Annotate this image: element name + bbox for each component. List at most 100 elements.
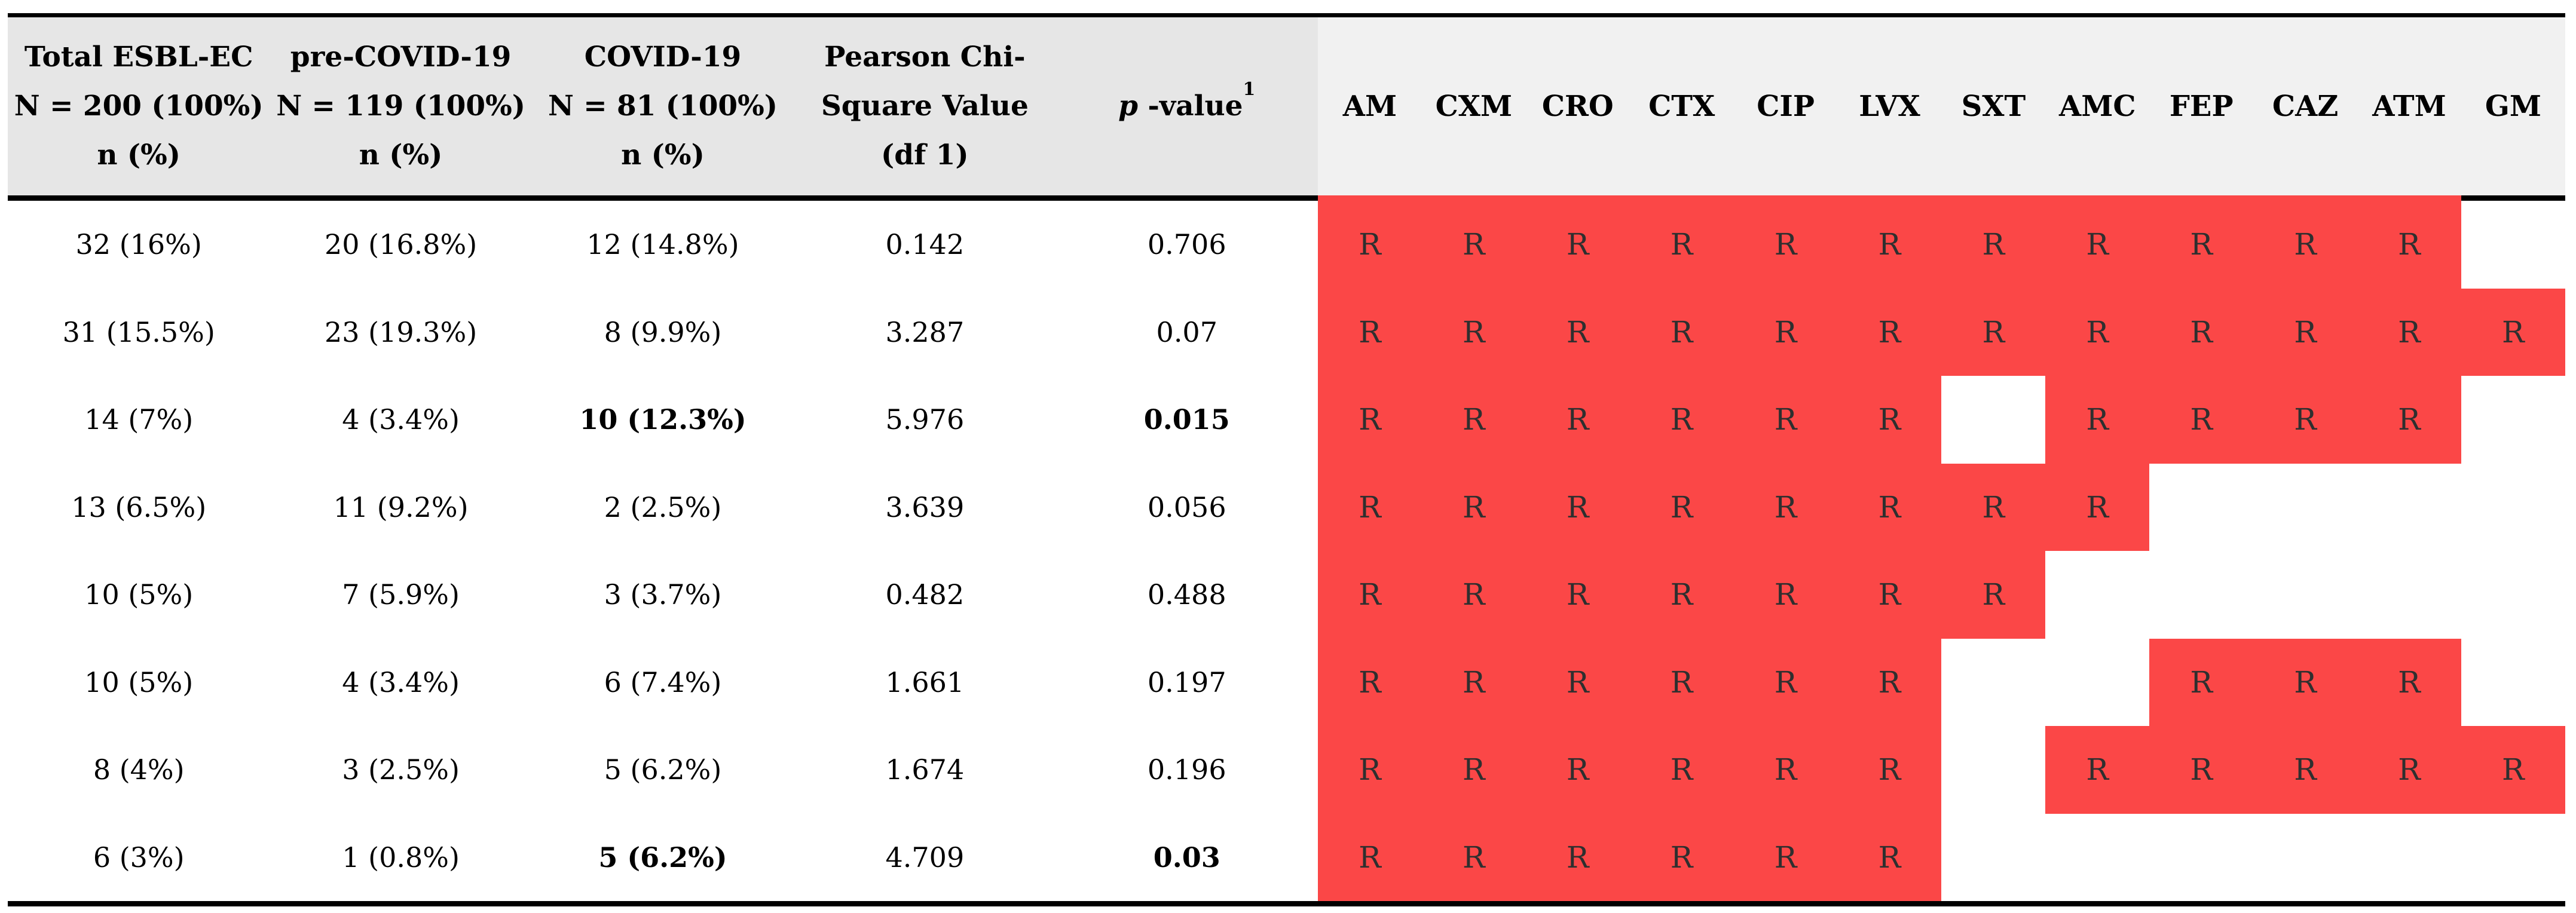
resistance-cell-LVX-resistant: R <box>1837 463 1942 551</box>
resistance-cell-AM-resistant: R <box>1317 376 1422 464</box>
header-line: COVID-19 <box>584 41 742 73</box>
resistance-cell-AM-resistant: R <box>1317 551 1422 639</box>
resistance-cell-GM-resistant: R <box>2461 288 2565 376</box>
table-row-1: 32 (16%) 20 (16.8%) 12 (14.8%) 0.142 0.706 R R… <box>8 201 2565 289</box>
resistance-cell-ATM-resistant: R <box>2357 638 2461 726</box>
resistance-cell-SXT-empty <box>1941 814 2045 902</box>
resistance-cell-AMC-resistant: R <box>2045 201 2150 289</box>
resistance-cell-ATM-resistant: R <box>2357 288 2461 376</box>
resistance-cell-LVX-resistant: R <box>1837 376 1942 464</box>
header-col-covid: COVID-19 N = 81 (100%) n (%) <box>532 17 794 195</box>
resistance-cell-CIP-resistant: R <box>1733 638 1838 726</box>
resistance-cell-ATM-empty <box>2357 464 2461 552</box>
resistance-cell-CAZ-resistant: R <box>2253 288 2358 376</box>
resistance-cell-CAZ-resistant: R <box>2253 726 2358 814</box>
resistance-cell-CIP-resistant: R <box>1733 813 1838 901</box>
header-line: pre-COVID-19 <box>290 41 512 73</box>
resistance-cell-FEP-empty <box>2149 464 2253 552</box>
header-line: Pearson Chi- <box>824 41 1026 73</box>
resistance-cell-CRO-resistant: R <box>1525 376 1630 464</box>
table-row-2: 31 (15.5%) 23 (19.3%) 8 (9.9%) 3.287 0.07 R R R… <box>8 288 2565 376</box>
resistance-cell-FEP-resistant: R <box>2149 638 2254 726</box>
resistance-cell-CTX-resistant: R <box>1629 288 1734 376</box>
resistance-cell-AM-resistant: R <box>1317 463 1422 551</box>
header-abx-CIP: CIP <box>1757 90 1815 123</box>
resistance-cell-AMC-empty <box>2045 814 2149 902</box>
row-5-stat-chi-square: 0.482 <box>885 578 965 611</box>
row-3-stat-pre-covid: 4 (3.4%) <box>342 403 460 436</box>
row-7-stat-covid: 5 (6.2%) <box>604 753 722 786</box>
resistance-cell-AM-resistant: R <box>1317 726 1422 814</box>
resistance-cell-FEP-resistant: R <box>2149 376 2254 464</box>
resistance-cell-LVX-resistant: R <box>1837 201 1942 289</box>
resistance-cell-CAZ-empty <box>2253 551 2357 639</box>
row-4-stat-covid: 2 (2.5%) <box>604 491 722 523</box>
row-8-stat-pre-covid: 1 (0.8%) <box>342 841 460 874</box>
table-row-4: 13 (6.5%) 11 (9.2%) 2 (2.5%) 3.639 0.056 R R R R… <box>8 463 2565 552</box>
table-body: 32 (16%) 20 (16.8%) 12 (14.8%) 0.142 0.706 R R… <box>8 201 2565 901</box>
header-line: n (%) <box>97 139 181 171</box>
row-2-stat-total: 31 (15.5%) <box>62 315 215 348</box>
resistance-cell-AMC-empty <box>2045 639 2149 727</box>
resistance-cell-CIP-resistant: R <box>1733 376 1838 464</box>
p-value-footnote-superscript: 1 <box>1243 79 1256 100</box>
row-2-stat-pre-covid: 23 (19.3%) <box>324 315 478 348</box>
header-col-total: Total ESBL-EC N = 200 (100%) n (%) <box>8 17 270 195</box>
resistance-pattern-table: Total ESBL-EC N = 200 (100%) n (%) pre-COVI… <box>8 13 2565 906</box>
header-col-chi-square: Pearson Chi- Square Value (df 1) <box>794 17 1056 195</box>
header-stats-section: Total ESBL-EC N = 200 (100%) n (%) pre-COVI… <box>8 17 1318 195</box>
resistance-cell-CAZ-resistant: R <box>2253 201 2358 289</box>
resistance-cell-CRO-resistant: R <box>1525 638 1630 726</box>
resistance-cell-FEP-empty <box>2149 551 2253 639</box>
row-1-stat-p-value: 0.706 <box>1147 228 1226 261</box>
resistance-cell-CAZ-empty <box>2253 464 2357 552</box>
resistance-cell-CRO-resistant: R <box>1525 551 1630 639</box>
header-line: N = 200 (100%) <box>14 90 264 122</box>
row-4-stat-total: 13 (6.5%) <box>71 491 207 523</box>
resistance-cell-GM-empty <box>2461 376 2565 464</box>
resistance-cell-AM-resistant: R <box>1317 288 1422 376</box>
header-line: N = 119 (100%) <box>276 90 525 122</box>
resistance-cell-AM-resistant: R <box>1317 201 1422 289</box>
row-6-stat-chi-square: 1.661 <box>885 666 965 698</box>
resistance-cell-CAZ-resistant: R <box>2253 638 2358 726</box>
p-value-label-text: -value <box>1137 90 1243 122</box>
header-antibiotics-section: AM CXM CRO CTX CIP LVX SXT AMC FEP CAZ ATM GM <box>1318 17 2565 195</box>
table-row-6: 10 (5%) 4 (3.4%) 6 (7.4%) 1.661 0.197 R R R R R R R… <box>8 638 2565 727</box>
header-abx-GM: GM <box>2485 90 2541 123</box>
header-abx-CXM: CXM <box>1435 90 1513 123</box>
resistance-cell-CXM-resistant: R <box>1421 288 1526 376</box>
row-8-stat-chi-square: 4.709 <box>885 841 965 874</box>
resistance-cell-CRO-resistant: R <box>1525 726 1630 814</box>
resistance-cell-SXT-empty <box>1941 639 2045 727</box>
row-1-stat-chi-square: 0.142 <box>885 228 965 261</box>
resistance-cell-AM-resistant: R <box>1317 638 1422 726</box>
resistance-cell-AMC-resistant: R <box>2045 726 2150 814</box>
row-2-stat-p-value: 0.07 <box>1156 315 1217 348</box>
row-3-stat-chi-square: 5.976 <box>885 403 965 436</box>
header-abx-LVX: LVX <box>1859 90 1920 123</box>
row-8-stat-p-value: 0.03 <box>1153 841 1220 874</box>
resistance-cell-CIP-resistant: R <box>1733 463 1838 551</box>
rule-segment-black-right <box>2461 195 2565 201</box>
row-2-stat-chi-square: 3.287 <box>885 315 965 348</box>
resistance-cell-FEP-resistant: R <box>2149 726 2254 814</box>
resistance-cell-GM-resistant: R <box>2461 726 2565 814</box>
resistance-cell-SXT-empty <box>1941 376 2045 464</box>
resistance-cell-CRO-resistant: R <box>1525 288 1630 376</box>
row-8-stat-total: 6 (3%) <box>93 841 185 874</box>
row-6-stat-total: 10 (5%) <box>84 666 194 698</box>
row-7-stat-total: 8 (4%) <box>93 753 185 786</box>
row-7-stat-pre-covid: 3 (2.5%) <box>342 753 460 786</box>
resistance-cell-LVX-resistant: R <box>1837 288 1942 376</box>
resistance-cell-AMC-resistant: R <box>2045 463 2150 551</box>
header-line: n (%) <box>359 139 443 171</box>
header-line: Square Value <box>821 90 1029 122</box>
resistance-cell-GM-empty <box>2461 814 2565 902</box>
resistance-cell-CIP-resistant: R <box>1733 288 1838 376</box>
resistance-cell-CXM-resistant: R <box>1421 551 1526 639</box>
resistance-cell-FEP-empty <box>2149 814 2253 902</box>
resistance-cell-CIP-resistant: R <box>1733 201 1838 289</box>
resistance-cell-AMC-empty <box>2045 551 2149 639</box>
resistance-cell-CTX-resistant: R <box>1629 201 1734 289</box>
